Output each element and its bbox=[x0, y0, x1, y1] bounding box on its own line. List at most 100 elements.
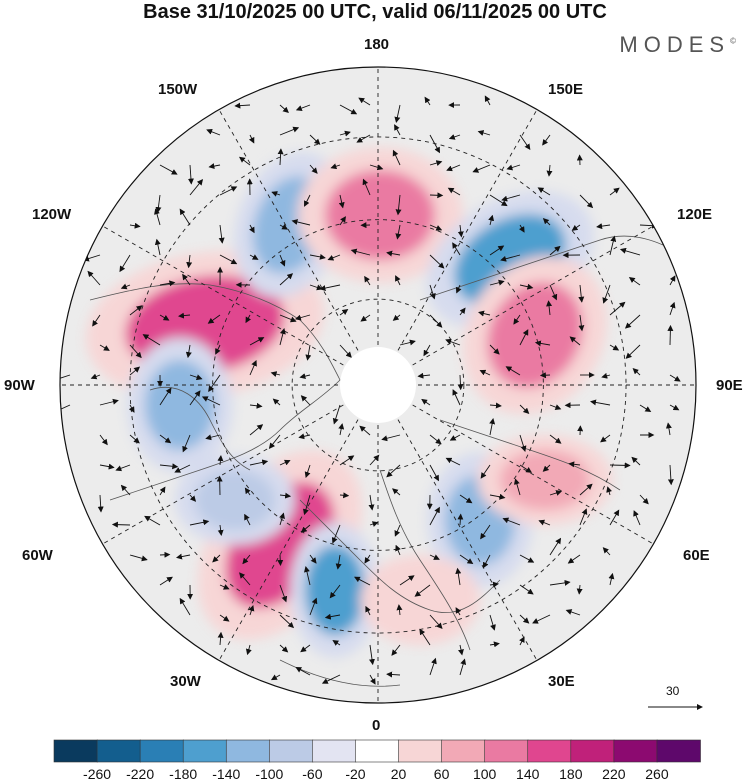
wind-arrow bbox=[129, 554, 148, 562]
colorbar-tick-label: 20 bbox=[390, 766, 407, 782]
wind-arrow bbox=[457, 374, 464, 391]
wind-arrow bbox=[338, 194, 345, 209]
anomaly-pos-siberia bbox=[487, 282, 583, 388]
wind-arrow bbox=[277, 554, 284, 566]
wind-arrow bbox=[429, 614, 443, 629]
wind-arrow bbox=[489, 493, 506, 500]
wind-arrow bbox=[277, 148, 284, 166]
wind-arrow bbox=[272, 398, 281, 406]
wind-arrow bbox=[381, 434, 401, 442]
wind-arrow bbox=[302, 494, 311, 516]
wind-arrow bbox=[546, 164, 553, 177]
wind-arrow bbox=[538, 519, 551, 526]
wind-arrow bbox=[489, 245, 505, 256]
colorbar-tick-label: 260 bbox=[645, 766, 669, 782]
wind-arrow bbox=[327, 254, 341, 261]
wind-arrow bbox=[99, 463, 115, 470]
wind-arrow bbox=[369, 644, 375, 666]
wind-arrow bbox=[271, 191, 281, 197]
wind-arrow bbox=[549, 404, 562, 410]
wind-arrow bbox=[542, 464, 551, 472]
wind-arrow bbox=[568, 461, 581, 468]
wind-arrow bbox=[549, 537, 562, 556]
wind-arrow bbox=[489, 418, 496, 436]
wind-arrow bbox=[279, 492, 292, 499]
wind-arrow bbox=[129, 305, 143, 316]
wind-arrow bbox=[477, 130, 491, 136]
anomaly-pos-bering bbox=[325, 170, 435, 260]
wind-arrow bbox=[609, 344, 620, 351]
anomaly-pos-europe bbox=[380, 570, 460, 630]
colorbar-swatch bbox=[355, 739, 400, 763]
wind-arrow bbox=[279, 126, 300, 136]
wind-arrow bbox=[279, 314, 297, 323]
wind-arrow bbox=[429, 224, 443, 231]
wind-arrow bbox=[424, 96, 431, 106]
wind-arrow bbox=[185, 344, 192, 359]
meridian-line bbox=[377, 109, 538, 386]
wind-arrow bbox=[60, 404, 71, 413]
wind-arrow bbox=[489, 402, 502, 409]
wind-arrow bbox=[539, 372, 551, 379]
wind-arrow bbox=[567, 554, 581, 564]
wind-arrow bbox=[217, 524, 224, 536]
wind-arrow bbox=[304, 464, 311, 478]
wind-arrow bbox=[201, 396, 221, 406]
wind-arrow bbox=[488, 214, 495, 226]
wind-arrow bbox=[609, 509, 620, 526]
wind-arrow bbox=[625, 344, 641, 359]
wind-arrow bbox=[218, 224, 225, 244]
wind-arrow bbox=[239, 572, 251, 586]
colorbar-swatch bbox=[96, 739, 141, 763]
wind-arrow bbox=[279, 459, 291, 466]
wind-arrow bbox=[176, 553, 191, 560]
colorbar-tick-label: -140 bbox=[212, 766, 241, 782]
wind-arrow bbox=[480, 464, 491, 479]
wind-arrow bbox=[279, 104, 289, 113]
wind-arrow bbox=[480, 524, 491, 540]
colorbar-tick-label: -180 bbox=[169, 766, 198, 782]
wind-arrow bbox=[279, 328, 286, 346]
wind-arrow bbox=[519, 329, 529, 346]
wind-arrow bbox=[154, 208, 161, 226]
meridian-line bbox=[377, 225, 654, 386]
wind-arrow bbox=[542, 217, 551, 226]
wind-arrow bbox=[82, 254, 101, 262]
map-title: Base 31/10/2025 00 UTC, valid 06/11/2025… bbox=[143, 1, 607, 23]
anomaly-neg-labrador bbox=[195, 470, 275, 530]
colorbar-swatch bbox=[53, 739, 98, 763]
wind-arrow bbox=[120, 283, 131, 290]
wind-arrow bbox=[369, 454, 380, 466]
wind-arrow bbox=[179, 597, 191, 616]
wind-arrow bbox=[537, 187, 551, 196]
wind-arrow bbox=[295, 104, 311, 111]
wind-arrow bbox=[519, 554, 535, 563]
colorbar-tick-label: 140 bbox=[516, 766, 540, 782]
wind-arrow bbox=[600, 434, 611, 443]
wind-arrow bbox=[619, 247, 641, 256]
wind-arrow bbox=[395, 194, 402, 216]
wind-arrow bbox=[279, 584, 288, 603]
wind-arrow bbox=[249, 402, 263, 409]
wind-arrow bbox=[178, 312, 191, 319]
wind-arrow bbox=[299, 373, 311, 380]
colorbar-tick-label: 60 bbox=[433, 766, 450, 782]
wind-arrow bbox=[639, 494, 649, 505]
wind-arrow bbox=[212, 554, 221, 563]
wind-arrow bbox=[506, 164, 521, 171]
wind-arrow bbox=[159, 164, 178, 175]
wind-arrow bbox=[189, 494, 197, 502]
wind-arrow bbox=[245, 644, 252, 656]
wind-arrow bbox=[500, 254, 521, 262]
wind-arrow bbox=[339, 309, 349, 316]
wind-arrow bbox=[364, 275, 371, 286]
wind-arrow bbox=[129, 434, 140, 444]
wind-arrow bbox=[309, 597, 318, 616]
wind-arrow bbox=[392, 314, 401, 321]
wind-arrow bbox=[159, 280, 176, 287]
wind-arrow bbox=[445, 338, 461, 346]
wind-arrow bbox=[429, 160, 443, 166]
copyright-mark: © bbox=[730, 36, 736, 46]
wind-arrow bbox=[578, 314, 585, 332]
wind-arrow bbox=[608, 572, 615, 586]
